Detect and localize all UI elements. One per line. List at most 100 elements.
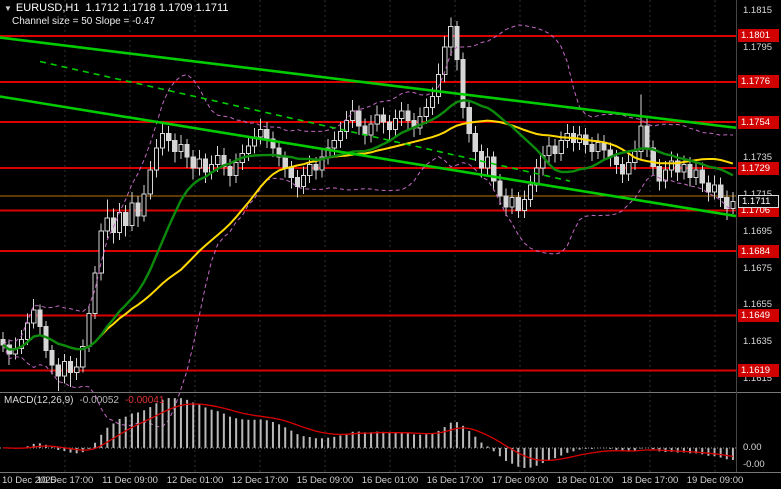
candle-body xyxy=(638,125,644,153)
candle-body xyxy=(656,165,662,182)
candle-body xyxy=(80,346,86,368)
candle-body xyxy=(288,167,294,178)
price-tick-label: 1.1735 xyxy=(743,152,773,164)
price-tick-label: 1.1675 xyxy=(743,262,773,274)
candle-body xyxy=(380,114,386,123)
time-axis-label: 16 Dec 17:00 xyxy=(426,475,484,486)
candle-body xyxy=(466,107,472,134)
candle-body xyxy=(270,138,276,149)
bollinger-upper-band xyxy=(2,24,733,346)
price-tick-label: 1.1815 xyxy=(743,5,773,16)
candle-body xyxy=(301,175,307,188)
time-axis-label: 19 Dec 09:00 xyxy=(686,475,744,486)
macd-indicator-label: MACD(12,26,9) -0.00052 -0.00041 xyxy=(4,395,164,406)
candle-body xyxy=(644,125,650,149)
candle-body xyxy=(546,145,552,156)
candle-body xyxy=(423,107,429,118)
candle-body xyxy=(509,197,515,208)
candle-body xyxy=(515,197,521,212)
candle-body xyxy=(294,176,301,188)
trend-line xyxy=(39,60,571,182)
candle-body xyxy=(147,169,153,195)
candle-body xyxy=(724,197,730,210)
price-level-badge: 1.1729 xyxy=(738,161,779,175)
candle-body xyxy=(429,95,435,109)
candle-body xyxy=(527,184,534,201)
price-tick-label: 1.1795 xyxy=(743,41,773,53)
candle-body xyxy=(337,130,343,142)
candle-body xyxy=(129,202,135,226)
candle-body xyxy=(25,322,31,340)
time-axis-label: 18 Dec 01:00 xyxy=(556,475,614,486)
candle-body xyxy=(0,338,6,346)
trend-line xyxy=(0,36,737,130)
candle-body xyxy=(681,164,687,173)
candle-body xyxy=(313,164,319,171)
candle-body xyxy=(92,272,98,315)
price-tick-label: 1.1695 xyxy=(743,225,773,237)
macd-main-value: -0.00052 xyxy=(79,395,119,406)
candles-layer xyxy=(0,17,736,391)
candle-body xyxy=(711,184,718,193)
candle-body xyxy=(178,143,184,153)
time-axis-label: 11 Dec 09:00 xyxy=(102,475,158,486)
candle-body xyxy=(74,366,80,373)
candle-body xyxy=(166,132,172,142)
price-tick-label: 1.1615 xyxy=(743,373,773,384)
candle-body xyxy=(141,193,147,217)
price-level-badge: 1.1684 xyxy=(738,244,779,258)
candle-body xyxy=(184,143,190,158)
candle-body xyxy=(619,164,626,175)
time-axis-label: 15 Dec 09:00 xyxy=(296,475,354,486)
time-axis-label: 12 Dec 17:00 xyxy=(231,475,289,486)
candle-body xyxy=(258,129,264,138)
candle-body xyxy=(613,156,619,166)
symbol-dropdown-icon[interactable]: ▼ xyxy=(4,4,12,13)
candle-body xyxy=(718,184,724,199)
macd-axis[interactable]: 0.00 -0.00 xyxy=(737,0,781,472)
price-level-badge: 1.1619 xyxy=(738,364,779,378)
candle-body xyxy=(478,151,485,169)
candle-body xyxy=(374,114,380,125)
candle-body xyxy=(264,129,270,140)
candle-body xyxy=(454,26,460,61)
time-axis-label: 10 Dec 2025 xyxy=(2,475,56,486)
candle-body xyxy=(386,121,393,131)
candle-body xyxy=(589,143,595,153)
candle-body xyxy=(705,182,711,193)
candle-body xyxy=(552,145,558,155)
candle-body xyxy=(399,110,405,120)
candle-body xyxy=(110,217,117,234)
trendlines-layer xyxy=(0,36,737,218)
price-axis[interactable]: 1.18151.17951.17751.17551.17351.17151.16… xyxy=(737,0,781,472)
candle-body xyxy=(37,309,43,327)
candle-body xyxy=(55,364,61,377)
candle-body xyxy=(521,199,527,212)
price-level-badge: 1.1754 xyxy=(738,115,779,129)
price-level-badge: 1.1801 xyxy=(738,29,779,43)
candle-body xyxy=(491,156,497,182)
candle-body xyxy=(331,140,337,149)
macd-signal-value: -0.00041 xyxy=(124,395,165,406)
ma-green-line xyxy=(2,99,734,351)
ohlc-readout: 1.1712 1.1718 1.1709 1.1711 xyxy=(85,2,229,14)
candle-body xyxy=(662,169,669,182)
chart-header: ▼ EURUSD,H1 1.1712 1.1718 1.1709 1.1711 xyxy=(4,2,228,14)
bollinger-layer xyxy=(2,24,734,428)
candle-body xyxy=(49,349,55,366)
candle-body xyxy=(123,211,129,226)
candle-body xyxy=(405,110,411,121)
price-tick-label: 1.1655 xyxy=(743,299,773,311)
candle-body xyxy=(190,156,196,169)
candle-body xyxy=(368,123,374,136)
candle-body xyxy=(233,162,239,177)
candle-body xyxy=(393,118,399,131)
time-axis-label: 16 Dec 01:00 xyxy=(361,475,419,486)
time-axis[interactable]: 10 Dec 2025 10 Dec 17:00 11 Dec 09:00 12 De… xyxy=(0,474,781,489)
candle-body xyxy=(699,169,705,184)
candle-body xyxy=(472,132,478,153)
ma-yellow-line xyxy=(2,119,734,351)
candle-body xyxy=(67,360,74,373)
